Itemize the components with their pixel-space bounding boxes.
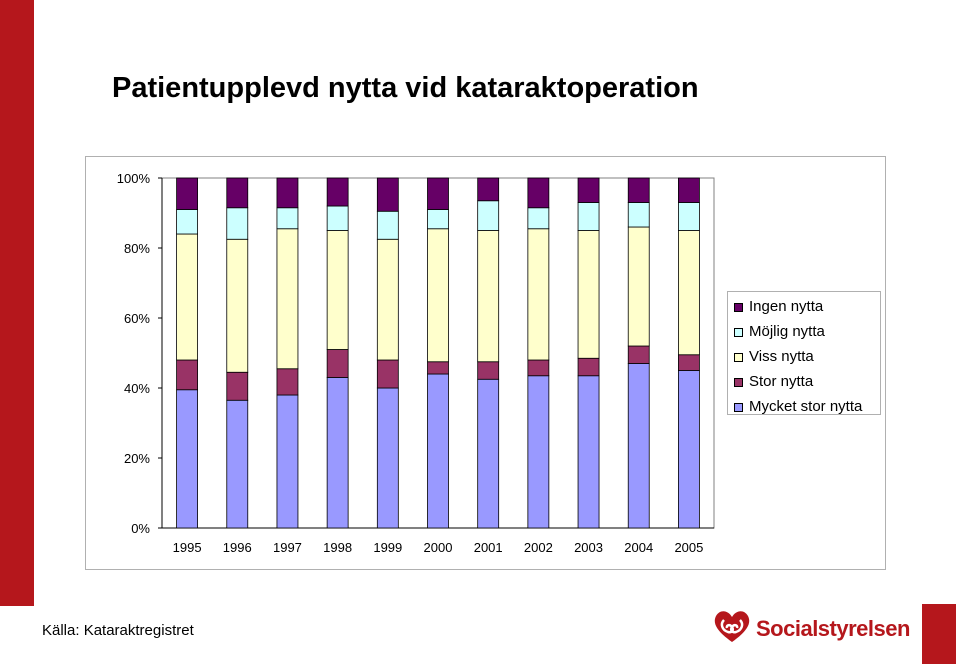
bar-segment bbox=[326, 230, 349, 350]
legend-item: Mycket stor nytta bbox=[728, 396, 880, 421]
x-tick-label: 1999 bbox=[373, 540, 402, 555]
bar-segment bbox=[376, 238, 399, 361]
legend-item: Stor nytta bbox=[728, 371, 880, 396]
bar-segment bbox=[477, 177, 500, 202]
chart-legend: Ingen nytta Möjlig nytta Viss nytta Stor ny… bbox=[727, 291, 881, 415]
x-tick-label: 2001 bbox=[474, 540, 503, 555]
bar-segment bbox=[577, 177, 600, 203]
bar-segment bbox=[176, 389, 198, 529]
source-note: Källa: Kataraktregistret bbox=[42, 622, 194, 639]
bar-segment bbox=[527, 207, 550, 230]
bar-segment bbox=[477, 361, 500, 380]
y-tick-label: 0% bbox=[131, 521, 150, 536]
bar-segment bbox=[527, 177, 550, 209]
bar-segment bbox=[427, 177, 449, 210]
legend-swatch bbox=[734, 328, 743, 337]
bar-segment bbox=[376, 359, 399, 389]
bar-segment bbox=[176, 233, 198, 361]
bar-segment bbox=[577, 375, 600, 529]
legend-label: Viss nytta bbox=[749, 348, 814, 365]
y-tick-label: 20% bbox=[124, 451, 150, 466]
legend-item: Ingen nytta bbox=[728, 296, 880, 321]
bar-segment bbox=[577, 230, 600, 359]
bar-segment bbox=[376, 177, 399, 212]
logo-emblem-icon bbox=[714, 611, 750, 642]
bar-segment bbox=[176, 209, 198, 235]
bar-segment bbox=[276, 228, 299, 370]
legend-item: Möjlig nytta bbox=[728, 321, 880, 346]
bar-segment bbox=[276, 207, 299, 230]
bar-segment bbox=[477, 200, 500, 231]
legend-item: Viss nytta bbox=[728, 346, 880, 371]
bar-segment bbox=[326, 177, 349, 207]
bar-segment bbox=[326, 205, 349, 231]
bar-segment bbox=[176, 359, 198, 391]
bar-segment bbox=[226, 177, 249, 209]
bar-segment bbox=[427, 228, 449, 363]
legend-swatch bbox=[734, 353, 743, 362]
bar-segment bbox=[577, 357, 600, 377]
bar-segment bbox=[527, 359, 550, 377]
y-tick-label: 100% bbox=[117, 171, 151, 186]
bar-segment bbox=[477, 230, 500, 363]
bar-segment bbox=[376, 210, 399, 240]
bar-segment bbox=[577, 202, 600, 231]
socialstyrelsen-logo: Socialstyrelsen bbox=[710, 606, 910, 646]
x-tick-label: 1998 bbox=[323, 540, 352, 555]
bar-segment bbox=[678, 230, 700, 356]
bar-segment bbox=[678, 177, 700, 203]
bar-segment bbox=[477, 378, 500, 529]
legend-label: Ingen nytta bbox=[749, 298, 824, 315]
bar-segment bbox=[678, 370, 700, 529]
bar-segment bbox=[226, 238, 249, 373]
legend-swatch bbox=[734, 303, 743, 312]
bar-segment bbox=[376, 387, 399, 529]
bar-segment bbox=[427, 373, 449, 529]
y-tick-label: 80% bbox=[124, 241, 150, 256]
bar-segment bbox=[176, 177, 198, 210]
bar-segment bbox=[326, 349, 349, 378]
bar-segment bbox=[527, 375, 550, 529]
y-tick-label: 60% bbox=[124, 311, 150, 326]
legend-label: Mycket stor nytta bbox=[749, 398, 863, 415]
bar-segment bbox=[627, 226, 650, 347]
x-tick-label: 2004 bbox=[624, 540, 653, 555]
legend-swatch bbox=[734, 403, 743, 412]
bar-segment bbox=[627, 363, 650, 529]
bar-segment bbox=[427, 209, 449, 230]
y-tick-label: 40% bbox=[124, 381, 150, 396]
x-tick-label: 1995 bbox=[173, 540, 202, 555]
legend-label: Stor nytta bbox=[749, 373, 814, 390]
x-tick-label: 2003 bbox=[574, 540, 603, 555]
bar-segment bbox=[276, 177, 299, 209]
bar-segment bbox=[326, 377, 349, 529]
bar-segment bbox=[226, 399, 249, 529]
legend-label: Möjlig nytta bbox=[749, 323, 825, 340]
right-accent-bar bbox=[922, 604, 956, 664]
x-tick-label: 1996 bbox=[223, 540, 252, 555]
bar-segment bbox=[678, 202, 700, 231]
bar-segment bbox=[276, 394, 299, 529]
x-tick-label: 2000 bbox=[424, 540, 453, 555]
legend-swatch bbox=[734, 378, 743, 387]
bar-segment bbox=[226, 371, 249, 401]
bar-segment bbox=[627, 345, 650, 364]
logo-text: Socialstyrelsen bbox=[756, 616, 910, 641]
bar-segment bbox=[527, 228, 550, 361]
bar-segment bbox=[427, 361, 449, 375]
bar-segment bbox=[627, 177, 650, 203]
bar-segment bbox=[627, 202, 650, 228]
x-tick-label: 2002 bbox=[524, 540, 553, 555]
bar-segment bbox=[226, 207, 249, 240]
x-tick-label: 2005 bbox=[674, 540, 703, 555]
bar-segment bbox=[276, 368, 299, 396]
page-title: Patientupplevd nytta vid kataraktoperati… bbox=[112, 72, 699, 104]
left-accent-bar bbox=[0, 0, 34, 606]
x-tick-label: 1997 bbox=[273, 540, 302, 555]
bar-segment bbox=[678, 354, 700, 371]
